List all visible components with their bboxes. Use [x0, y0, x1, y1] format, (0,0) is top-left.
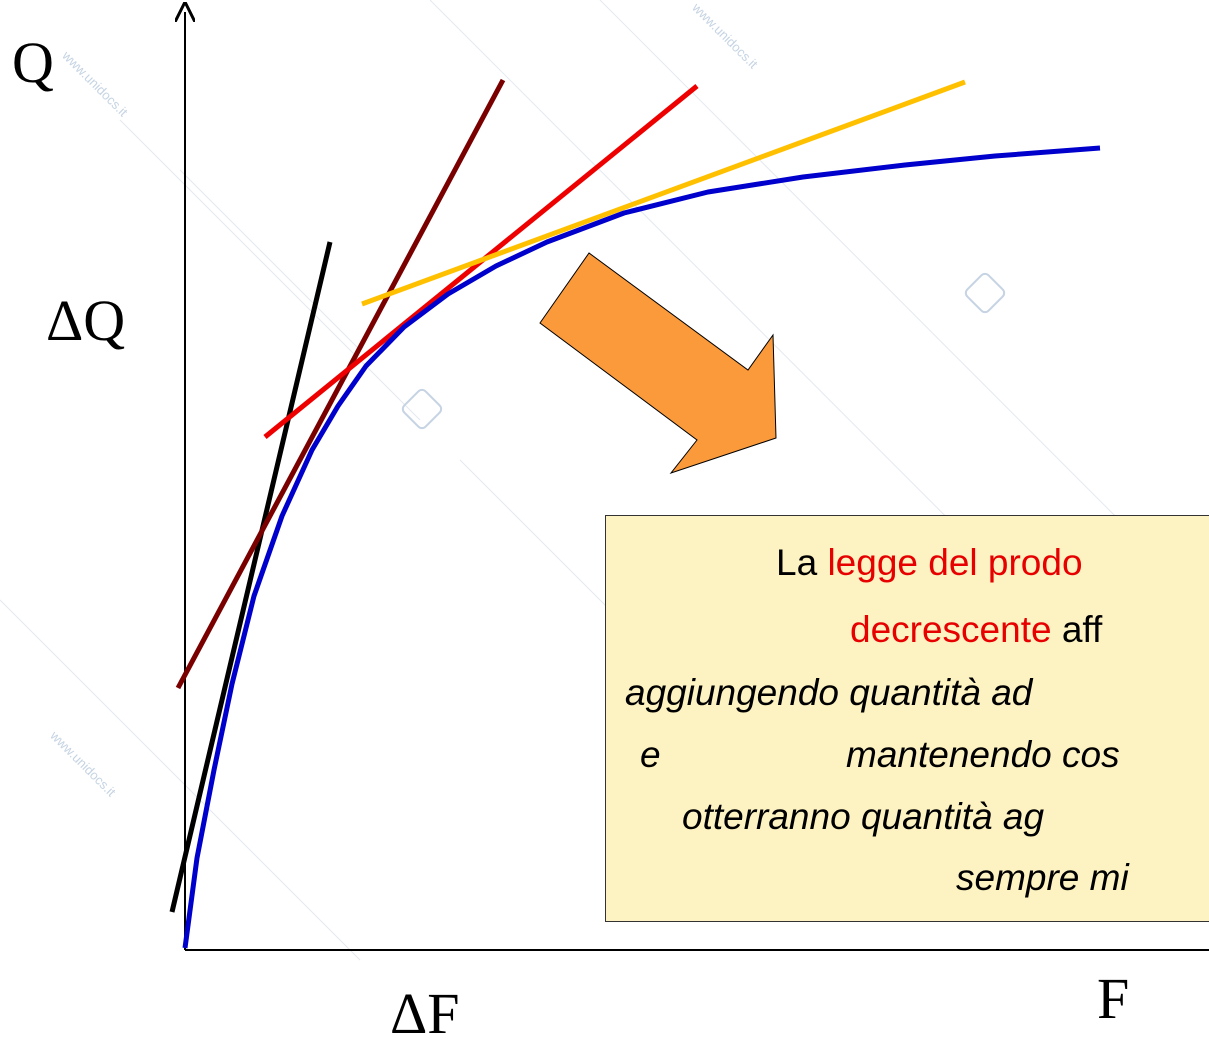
orange-arrow: [539, 252, 777, 475]
tangent-line-black: [169, 241, 333, 913]
law-name-highlight-2: decrescente: [850, 609, 1052, 650]
box-line-3: aggiungendo quantità ad: [625, 672, 1033, 713]
delta-f-label: ΔF: [390, 981, 460, 1046]
tangent-line-yellow: [361, 79, 966, 307]
law-name-highlight: legge del prodo: [827, 542, 1083, 583]
box-line-2-suffix: aff: [1051, 609, 1103, 650]
x-axis-label: F: [1097, 966, 1130, 1031]
box-line-5: otterranno quantità ag: [682, 796, 1045, 837]
box-line-1-prefix: La: [776, 542, 828, 583]
law-explanation-box: La legge del prodo decrescente aff aggiu…: [605, 515, 1209, 922]
box-line-4b: mantenendo cos: [846, 734, 1120, 775]
y-axis-label: Q: [12, 30, 54, 95]
watermark-logo: [401, 272, 1006, 430]
box-line-6: sempre mi: [956, 857, 1129, 898]
production-curve: [182, 145, 1101, 949]
box-line-2: decrescente aff: [850, 611, 1102, 648]
delta-q-label: ΔQ: [46, 288, 126, 353]
box-line-4a: e: [640, 734, 661, 775]
box-line-1: La legge del prodo: [776, 544, 1083, 581]
tangent-line-darkred: [175, 78, 506, 690]
